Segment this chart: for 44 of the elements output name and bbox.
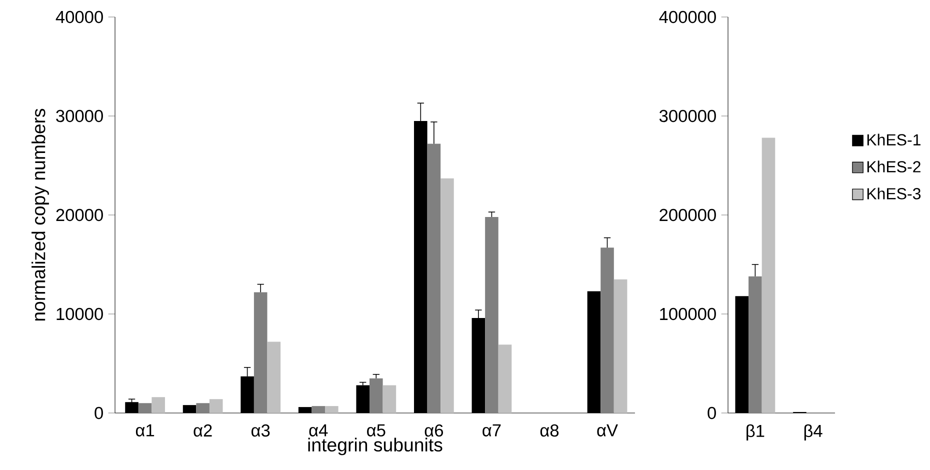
legend-label: KhES-3 (867, 188, 921, 200)
x-tick-label: α1 (136, 424, 154, 436)
y-tick-label: 300000 (659, 110, 716, 122)
x-tick-label: α3 (252, 424, 270, 437)
legend-label: KhES-1 (867, 134, 920, 146)
bar (485, 216, 498, 413)
y-tick-label: 0 (94, 406, 103, 420)
y-tick-label: 200000 (660, 208, 716, 222)
y-tick-label: 40000 (56, 10, 103, 24)
x-tick-label: α8 (540, 424, 559, 437)
x-tick-label: β4 (804, 424, 822, 441)
x-tick-label: β1 (746, 424, 764, 441)
bar (312, 406, 326, 413)
y-tick-label: 10000 (56, 308, 103, 320)
bar (762, 138, 776, 413)
bar (427, 144, 441, 413)
y-tick-label: 0 (708, 406, 716, 420)
bar (209, 399, 223, 413)
bar (498, 344, 512, 413)
bar (196, 403, 210, 413)
bar (382, 385, 396, 413)
y-tick-label: 20000 (56, 208, 103, 222)
y-tick-label: 100000 (660, 308, 716, 320)
y-tick-label: 400000 (659, 10, 716, 24)
bar (325, 406, 338, 413)
y-axis-title: normalized copy numbers (32, 108, 49, 321)
x-axis-title: integrin subunits (308, 438, 442, 456)
bar (748, 276, 762, 413)
x-tick-label: α7 (482, 424, 501, 436)
bar (254, 292, 268, 413)
bar (370, 378, 383, 413)
bar (267, 342, 281, 413)
x-tick-label: αV (597, 424, 618, 436)
legend-label: KhES-2 (867, 160, 920, 172)
x-tick-label: α2 (194, 424, 212, 437)
bar (152, 397, 165, 413)
x-tick-label: α6 (424, 424, 444, 437)
bar (600, 248, 614, 413)
bar (614, 279, 628, 413)
y-tick-label: 30000 (56, 110, 103, 122)
x-tick-label: α5 (367, 424, 386, 436)
bar (440, 178, 454, 413)
x-tick-label: α4 (309, 424, 328, 436)
bar (138, 403, 152, 413)
